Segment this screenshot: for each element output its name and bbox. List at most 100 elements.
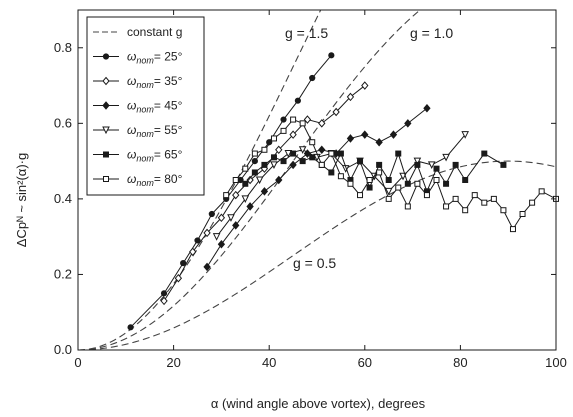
legend-marker [102,76,110,86]
data-point [299,158,306,165]
plot-area [78,10,559,350]
legend-label: ωnom= 65° [127,148,183,164]
reference-label-g-0.5: g = 0.5 [293,255,336,271]
data-point [500,207,507,214]
data-point [217,213,226,223]
data-point [328,150,335,157]
reference-curve-g-1 [78,10,421,350]
legend-entry: ωnom= 35° [93,74,183,90]
legend-marker [103,176,109,182]
data-point [289,130,297,139]
reference-label-g-1: g = 1.0 [410,25,453,41]
legend-entry: ωnom= 45° [93,99,183,115]
x-tick-label: 20 [166,355,180,370]
data-point [366,184,373,191]
data-point [251,150,258,157]
legend-label: ωnom= 55° [127,123,183,139]
data-point [462,177,469,183]
data-point [385,177,392,183]
data-point [414,180,421,187]
data-point [232,177,239,183]
legend-marker [102,126,110,135]
data-point [404,180,411,187]
data-point [203,262,211,272]
legend-entry: ωnom= 25° [93,50,183,66]
legend-label: ωnom= 35° [127,74,183,90]
data-point [395,150,402,157]
x-tick-label: 0 [74,355,81,370]
data-point [490,195,497,202]
reference-curve-g-1.5 [78,10,322,350]
data-point [246,175,254,185]
data-point [471,192,478,199]
series-1 [127,52,335,331]
legend-marker [103,151,109,158]
legend: constant g ωnom= 25° ωnom= 35° ωnom= 45° ωno… [86,16,205,196]
data-point [309,154,316,161]
data-point [427,161,436,170]
data-point [423,103,431,113]
data-point [298,146,307,154]
data-point [270,135,277,142]
legend-label: ωnom= 45° [127,99,183,115]
y-axis-title: ΔCpᴺ ~ sin²(α)·g [14,153,29,247]
data-point [290,150,297,157]
data-point [318,145,326,155]
series-3 [203,103,431,272]
data-point [433,165,440,172]
y-tick-label: 0.0 [54,342,72,357]
data-point [328,52,335,59]
data-point [203,228,211,238]
data-point [280,127,287,134]
y-tick-label: 0.2 [54,266,72,281]
data-point [375,137,383,147]
data-point [385,195,392,202]
data-point [261,146,268,153]
data-point [452,195,459,202]
legend-marker [102,101,110,110]
data-point [303,115,312,124]
data-point [443,180,450,187]
data-point [180,260,187,267]
data-point [232,221,240,230]
data-point [519,211,526,217]
data-point [160,296,168,306]
data-point [189,247,197,257]
data-point [270,154,277,161]
data-point [127,324,134,331]
data-point [194,237,201,244]
legend-marker [102,53,110,60]
data-point [346,134,355,143]
data-point [299,120,306,127]
data-point [481,199,488,206]
data-point [500,161,507,168]
data-point [309,139,316,146]
y-tick-label: 0.8 [54,40,72,55]
series-line [216,134,466,237]
data-point [284,150,293,158]
data-point [361,81,369,90]
data-point [280,158,287,165]
data-point [443,203,450,210]
data-point [290,116,297,123]
data-point [309,74,316,82]
data-point [332,107,340,117]
data-point [275,175,283,185]
legend-entry: ωnom= 55° [93,123,183,139]
x-tick-label: 100 [545,355,567,370]
data-point [357,192,364,199]
legend-entry: ωnom= 65° [93,148,183,164]
data-point [376,161,383,168]
data-point [481,150,488,157]
data-point [289,160,297,170]
legend-entry: constant g [93,25,182,39]
data-point [366,177,373,183]
data-point [423,192,430,199]
data-point [223,192,230,199]
data-point [461,131,469,139]
data-point [294,97,301,104]
data-point [414,161,421,168]
data-point [174,273,183,283]
data-point [251,158,258,165]
